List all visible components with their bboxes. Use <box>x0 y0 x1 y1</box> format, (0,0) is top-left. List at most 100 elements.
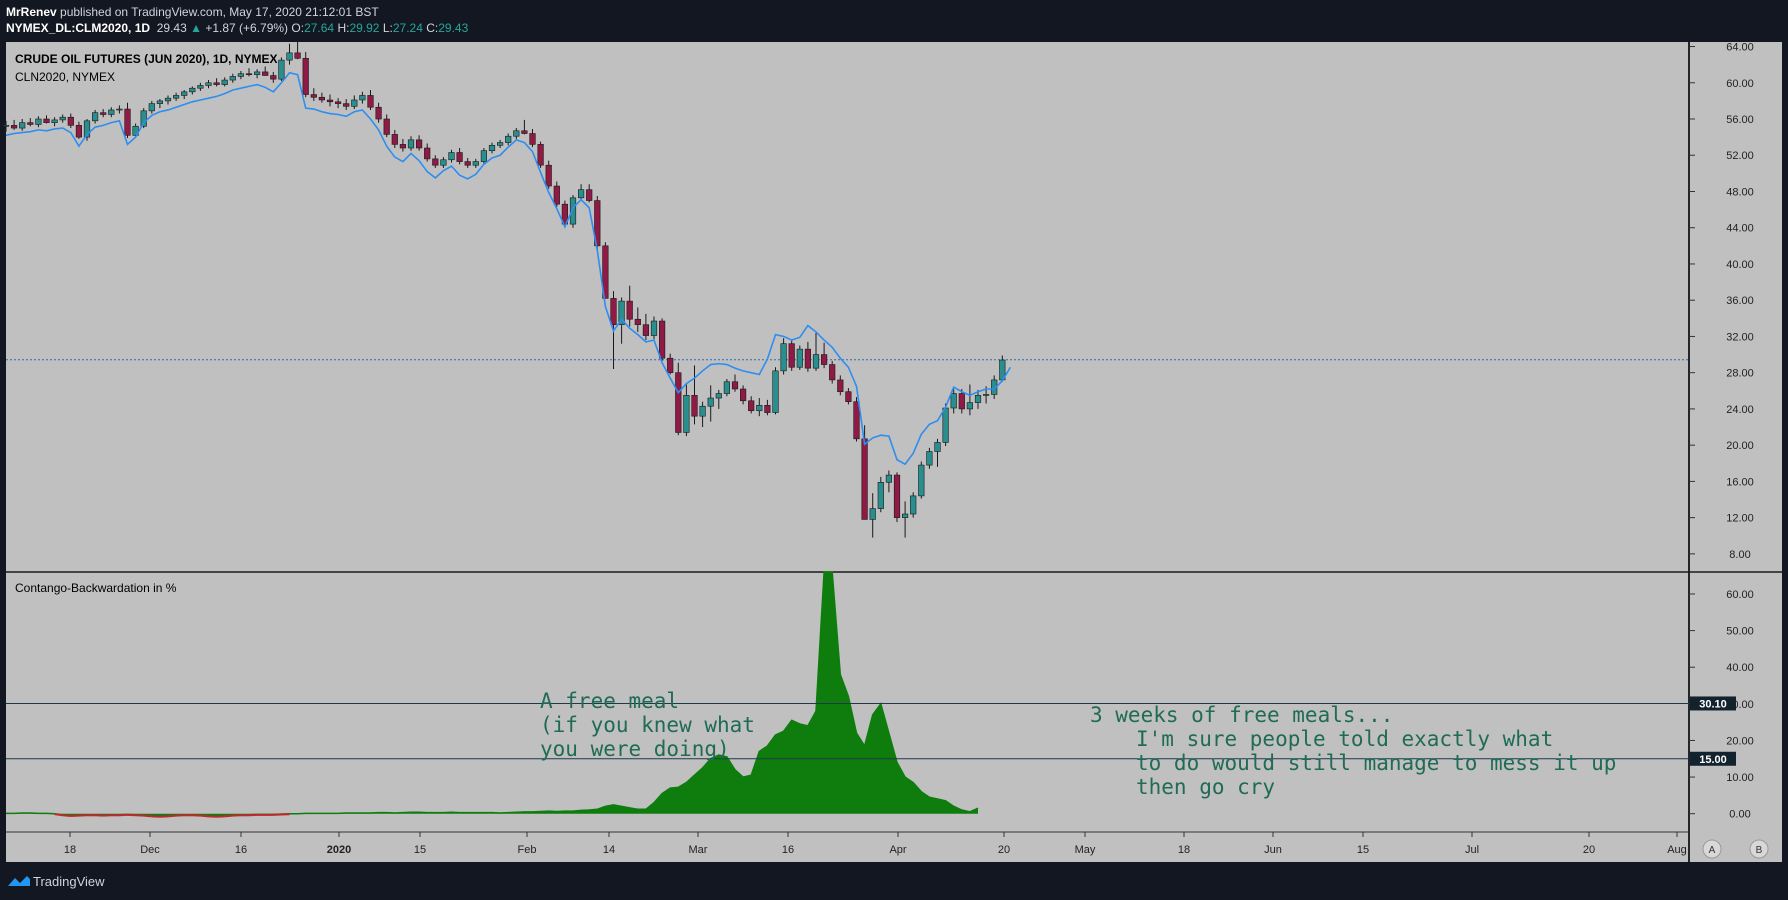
candle-body <box>918 464 925 497</box>
candle <box>100 109 107 118</box>
candle <box>950 388 957 414</box>
backwardation-segment <box>54 813 63 817</box>
time-tick-label: Aug <box>1667 844 1687 856</box>
candle-body <box>675 372 682 433</box>
candle-body <box>237 73 245 77</box>
candle <box>59 114 66 123</box>
time-tick-label: May <box>1075 844 1096 856</box>
candle <box>699 401 706 428</box>
price-pane-bg[interactable] <box>6 42 1688 572</box>
author-name[interactable]: MrRenev <box>6 5 57 19</box>
publish-info: published on TradingView.com, May 17, 20… <box>60 5 379 19</box>
candle <box>456 148 463 165</box>
candle-body <box>480 150 488 162</box>
candle <box>262 66 269 76</box>
candle-body <box>173 95 180 99</box>
candle-body <box>626 300 633 320</box>
candle-body <box>966 402 973 410</box>
candle-body <box>108 109 115 115</box>
time-tick-label: 16 <box>782 844 794 856</box>
price-tick-label: 60.00 <box>1726 78 1754 90</box>
price-axis-ticks: 8.00 12.00 16.00 20.00 24.00 28.00 32.00 36.00 4… <box>1689 42 1754 561</box>
candle <box>561 200 568 227</box>
candle <box>577 184 585 201</box>
candle <box>27 118 34 127</box>
candle-body <box>432 158 439 166</box>
candle-body <box>424 147 431 160</box>
candle-body <box>804 348 811 369</box>
candle <box>245 68 253 77</box>
candle-body <box>829 364 836 381</box>
candle <box>326 94 334 107</box>
candle-body <box>83 120 91 138</box>
annotation-left[interactable]: A free meal (if you knew what you were d… <box>540 689 755 761</box>
marker-label: 15.00 <box>1699 754 1727 766</box>
tradingview-logo-icon[interactable] <box>7 874 31 888</box>
candle <box>383 114 390 138</box>
candles-layer[interactable] <box>2 42 1006 538</box>
candle <box>310 88 317 101</box>
time-tick-label: Jun <box>1264 844 1282 856</box>
candle-body <box>19 122 26 129</box>
candle-body <box>658 320 666 359</box>
time-axis-bg[interactable] <box>6 832 1688 862</box>
tradingview-brand[interactable]: TradingView <box>33 874 105 889</box>
candle-body <box>67 116 74 126</box>
annotation-left-line-3: you were doing) <box>540 737 730 761</box>
candle <box>415 135 423 151</box>
candle-body <box>667 357 674 373</box>
candle-body <box>869 508 876 520</box>
price-tick-label: 12.00 <box>1726 513 1754 525</box>
candle <box>181 90 188 100</box>
axis-button-a[interactable]: A <box>1702 839 1722 859</box>
contango-area <box>6 572 978 817</box>
candle <box>286 43 293 65</box>
candle-body <box>51 119 58 123</box>
price-tick-label: 24.00 <box>1726 404 1754 416</box>
annotation-left-line-2: (if you knew what <box>540 713 755 737</box>
candle-body <box>764 404 771 413</box>
annotation-right[interactable]: 3 weeks of free meals... I'm sure people… <box>1090 703 1616 799</box>
chart-canvas[interactable]: 8.00 12.00 16.00 20.00 24.00 28.00 32.00 36.00 4… <box>0 0 1788 862</box>
time-tick-label: 2020 <box>327 844 351 856</box>
indicator-tick-label: 10.00 <box>1726 772 1754 784</box>
candle <box>958 388 965 414</box>
candle-body <box>707 397 714 407</box>
candle-body <box>910 495 917 515</box>
axis-button-b[interactable]: B <box>1749 839 1769 859</box>
annotation-left-line-1: A free meal <box>540 689 679 713</box>
candle <box>788 340 795 371</box>
candle <box>399 138 407 152</box>
time-axis-ticks: 18 Dec 16 2020 15 Feb 14 Mar 16 Apr 20 May 18 Jun 15 Ju… <box>64 832 1687 856</box>
symbol-label[interactable]: NYMEX_DL:CLM2020, 1D <box>6 21 151 35</box>
candle <box>480 148 488 165</box>
price-axis-bg[interactable] <box>1690 42 1782 862</box>
candle-body <box>310 94 317 98</box>
candle-body <box>715 393 722 399</box>
open-value: 27.64 <box>304 21 335 35</box>
price-tick-label: 32.00 <box>1726 331 1754 343</box>
candle <box>885 470 892 493</box>
candle <box>667 353 674 375</box>
candle-body <box>505 135 512 143</box>
candle <box>926 447 933 469</box>
candle-body <box>456 152 463 162</box>
price-tick-label: 36.00 <box>1726 295 1754 307</box>
time-tick-label: 18 <box>1178 844 1190 856</box>
candle-body <box>642 324 649 336</box>
indicator-markers: 30.10 15.00 <box>6 696 1736 766</box>
candle-body <box>853 401 860 440</box>
candle-body <box>496 142 504 146</box>
candle-body <box>521 130 528 134</box>
annotation-right-line-2: to do would still manage to mess it up <box>1136 751 1616 775</box>
candle-body <box>488 144 496 152</box>
backwardation-segment <box>143 814 152 818</box>
candle <box>602 242 609 299</box>
candle <box>424 143 431 162</box>
indicator-tick-label: 0.00 <box>1729 809 1750 821</box>
time-tick-label: 15 <box>414 844 426 856</box>
candle <box>658 318 666 361</box>
candle <box>869 493 876 538</box>
candle-body <box>148 103 155 112</box>
high-value: 29.92 <box>349 21 380 35</box>
